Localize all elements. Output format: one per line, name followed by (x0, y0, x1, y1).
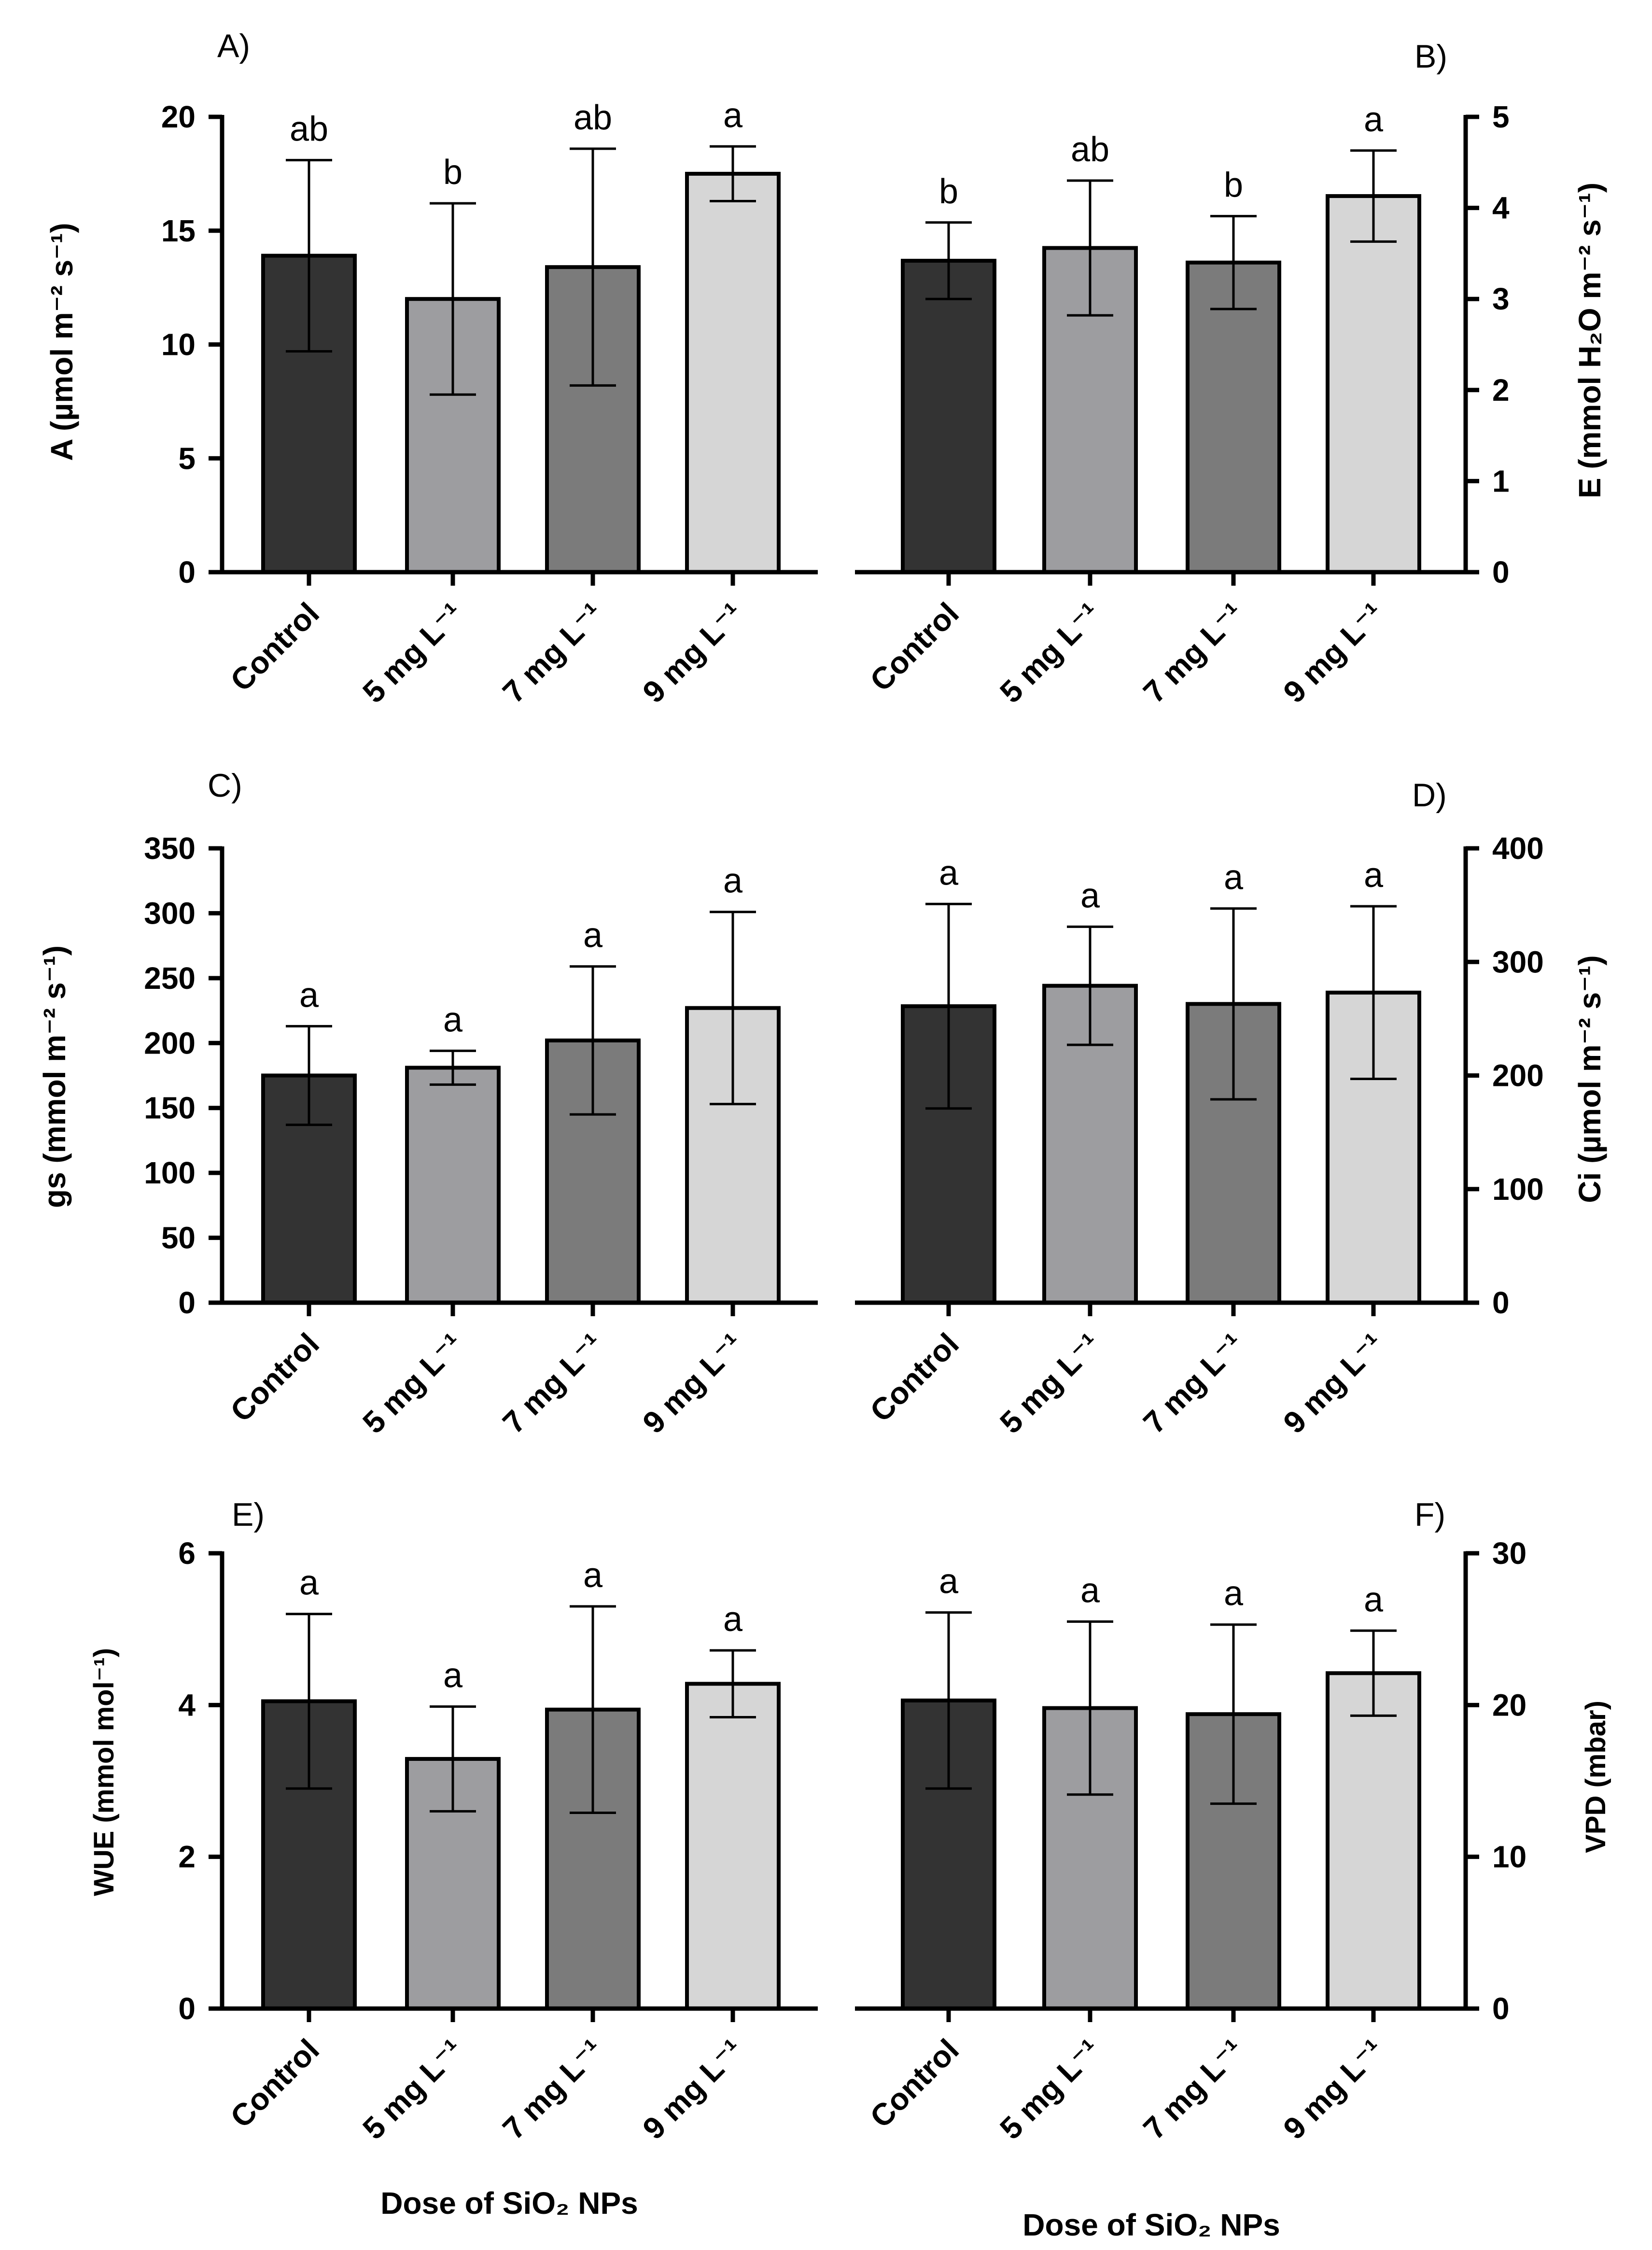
panel-c-significance-letter: a (299, 976, 319, 1014)
panel-c-y-tick-label: 300 (144, 896, 196, 930)
panel-f-ylabel: VPD (mbar) (1580, 1701, 1611, 1853)
panel-a-bar (685, 171, 781, 574)
panel-c-bars: a a a a (261, 862, 781, 1305)
panel-f-y-tick-label: 30 (1492, 1536, 1526, 1571)
panel-a-significance-letter: ab (574, 98, 612, 137)
panel-a-significance-letter: a (723, 96, 743, 135)
panel-a-label: A) (217, 28, 250, 64)
x-axis-title-right: Dose of SiO₂ NPs (1022, 2208, 1280, 2242)
panel-d-significance-letter: a (1224, 858, 1244, 897)
panel-c-y-tick-label: 0 (178, 1285, 196, 1320)
panel-e-bars: a a a a (261, 1556, 781, 2011)
panel-f-y-tick-label: 20 (1492, 1688, 1526, 1722)
panel-c-y-tick-label: 150 (144, 1091, 196, 1125)
panel-c-y-tick-label: 250 (144, 961, 196, 996)
panel-f-significance-letter: a (1224, 1575, 1244, 1613)
panel-b-ylabel: E (mmol H₂O m⁻² s⁻¹) (1572, 183, 1607, 498)
x-axis-title-left: Dose of SiO₂ NPs (380, 2186, 638, 2221)
panel-e-y-tick-label: 6 (178, 1536, 196, 1571)
panel-b-y-tick-label: 4 (1492, 191, 1510, 225)
panel-d-label: D) (1412, 777, 1447, 814)
panel-a-y-tick-label: 0 (178, 555, 196, 590)
panel-d-y-tick-label: 400 (1492, 831, 1544, 866)
panel-c-significance-letter: a (443, 1000, 463, 1039)
panel-d-bars: aa a a (901, 854, 1421, 1305)
panel-e-significance-letter: a (723, 1600, 743, 1639)
panel-c-significance-letter: a (583, 916, 603, 955)
panel-d-y-tick-label: 200 (1492, 1058, 1544, 1093)
panel-e-y-tick-label: 4 (178, 1688, 196, 1722)
panel-b-significance-letter: b (939, 172, 958, 211)
panel-a-y-tick-label: 15 (161, 213, 196, 248)
panel-d-y-tick-label: 100 (1492, 1172, 1544, 1207)
panel-d-significance-letter: a (1080, 876, 1100, 915)
panel-c-y-tick-label: 350 (144, 831, 196, 866)
panel-c-ylabel: gs (mmol m⁻² s⁻¹) (37, 945, 72, 1208)
panel-b-label: B) (1414, 38, 1447, 75)
panel-e-significance-letter: a (299, 1564, 319, 1603)
panel-f-significance-letter: a (1080, 1571, 1100, 1610)
panel-d-significance-letter: a (939, 854, 959, 892)
panel-b-y-tick-label: 5 (1492, 99, 1510, 134)
panel-d-significance-letter: a (1364, 856, 1384, 895)
panel-c-bar (405, 1066, 501, 1305)
panel-a-bars: ab b ab a (261, 96, 781, 574)
panel-c-y-tick-label: 200 (144, 1026, 196, 1060)
panel-b-significance-letter: b (1224, 166, 1243, 205)
panel-f-significance-letter: a (1364, 1580, 1384, 1619)
panel-a-y-tick-label: 20 (161, 99, 196, 134)
panel-f-bar (1326, 1671, 1421, 2011)
panel-c-y-tick-label: 50 (161, 1221, 196, 1255)
panel-e-y-tick-label: 2 (178, 1840, 196, 1874)
panel-e-label: E) (232, 1496, 265, 1533)
panel-a-significance-letter: b (443, 153, 462, 192)
panel-b-significance-letter: a (1364, 100, 1384, 139)
panel-f-significance-letter: a (939, 1562, 959, 1601)
panel-f-label: F) (1414, 1496, 1445, 1533)
panel-f-y-tick-label: 0 (1492, 1991, 1510, 2026)
panel-b-bar (1326, 194, 1421, 575)
panel-e-significance-letter: a (443, 1656, 463, 1695)
panel-b-y-tick-label: 3 (1492, 281, 1510, 316)
panel-b-bar (901, 258, 996, 574)
panel-f-y-tick-label: 10 (1492, 1840, 1526, 1874)
panel-b-bar (1186, 260, 1281, 574)
panel-b-y-tick-label: 0 (1492, 555, 1510, 590)
panel-c-significance-letter: a (723, 862, 743, 900)
panel-c-label: C) (208, 767, 242, 804)
panel-e-ylabel: WUE (mmol mol⁻¹) (88, 1648, 120, 1896)
panel-a-y-tick-label: 5 (178, 441, 196, 476)
panel-e-y-tick-label: 0 (178, 1991, 196, 2026)
panel-e-bar (685, 1682, 781, 2011)
panel-a-y-tick-label: 10 (161, 327, 196, 362)
panel-c-y-tick-label: 100 (144, 1155, 196, 1190)
panel-b-bars: b ab b a (901, 100, 1421, 575)
panel-b-y-tick-label: 2 (1492, 373, 1510, 408)
panel-e-significance-letter: a (583, 1556, 603, 1595)
panel-b-significance-letter: ab (1071, 130, 1109, 169)
panel-d-y-tick-label: 300 (1492, 944, 1544, 979)
panel-a-significance-letter: ab (290, 110, 328, 149)
panel-d-ylabel: Ci (µmol m⁻² s⁻¹) (1572, 955, 1607, 1203)
panel-a-ylabel: A (µmol m⁻² s⁻¹) (44, 223, 79, 461)
panel-d-y-tick-label: 0 (1492, 1285, 1510, 1320)
panel-b-y-tick-label: 1 (1492, 464, 1510, 498)
